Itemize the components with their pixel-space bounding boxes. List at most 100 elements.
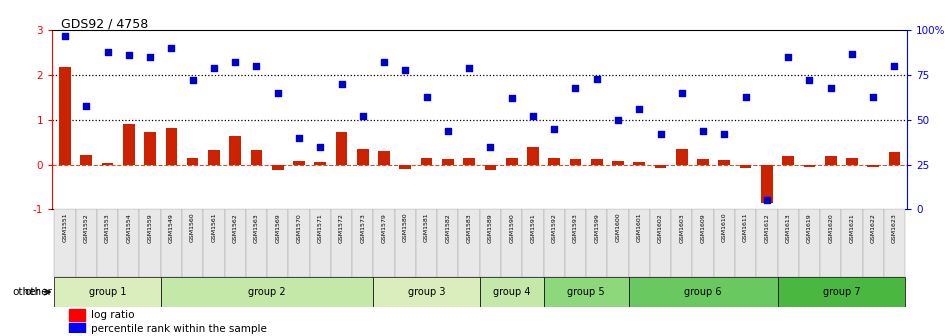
Point (845, 51, 860, 56)
Bar (629, 277, 777, 307)
Bar (352, 209, 373, 277)
Point (823, 85, 838, 90)
Point (781, 54, 796, 60)
Point (568, 85, 583, 90)
Bar (314, 162, 326, 165)
Text: GSM1579: GSM1579 (382, 213, 387, 243)
Text: group 3: group 3 (408, 287, 446, 297)
Text: GDS92 / 4758: GDS92 / 4758 (61, 17, 148, 30)
Text: other: other (12, 287, 41, 297)
Bar (867, 165, 879, 167)
Point (419, 94, 434, 99)
Bar (697, 159, 709, 165)
Bar (416, 209, 437, 277)
Point (759, 198, 774, 203)
Bar (484, 165, 496, 170)
Bar (543, 277, 629, 307)
Bar (140, 209, 161, 277)
Bar (310, 209, 331, 277)
Bar (54, 209, 76, 277)
Bar (527, 147, 539, 165)
Point (611, 117, 626, 123)
Bar (459, 209, 480, 277)
Bar (586, 209, 607, 277)
Text: other: other (25, 287, 52, 297)
Bar (607, 209, 629, 277)
Bar (373, 277, 480, 307)
Text: GSM1582: GSM1582 (446, 213, 450, 243)
Point (313, 144, 328, 150)
Bar (394, 209, 416, 277)
Bar (846, 158, 858, 165)
Text: GSM1619: GSM1619 (807, 213, 812, 243)
Bar (565, 209, 586, 277)
Point (249, 64, 264, 69)
Text: GSM1551: GSM1551 (63, 213, 67, 243)
Point (270, 90, 285, 96)
Bar (144, 132, 156, 165)
Text: GSM1559: GSM1559 (147, 213, 153, 243)
Text: GSM1583: GSM1583 (466, 213, 471, 243)
Text: GSM1589: GSM1589 (488, 213, 493, 243)
Bar (76, 209, 97, 277)
Text: GSM1572: GSM1572 (339, 213, 344, 243)
Point (716, 131, 732, 137)
Text: group 1: group 1 (88, 287, 126, 297)
Bar (203, 209, 224, 277)
Point (79, 103, 94, 108)
Point (57, 33, 72, 38)
Bar (464, 158, 475, 165)
Text: GSM1602: GSM1602 (658, 213, 663, 243)
Text: GSM1610: GSM1610 (722, 213, 727, 243)
Bar (735, 209, 756, 277)
Point (525, 114, 541, 119)
Bar (182, 209, 203, 277)
Bar (650, 209, 671, 277)
Text: log ratio: log ratio (90, 310, 134, 320)
Bar (842, 209, 863, 277)
Bar (629, 209, 650, 277)
Text: GSM1599: GSM1599 (595, 213, 599, 243)
Text: GSM1603: GSM1603 (679, 213, 684, 243)
Bar (272, 165, 283, 170)
Text: GSM1601: GSM1601 (636, 213, 642, 243)
Point (632, 107, 647, 112)
Bar (437, 209, 459, 277)
Text: GSM1570: GSM1570 (296, 213, 301, 243)
Text: group 5: group 5 (567, 287, 605, 297)
Text: GSM1553: GSM1553 (105, 213, 110, 243)
Text: GSM1580: GSM1580 (403, 213, 408, 243)
Bar (399, 165, 411, 169)
Text: GSM1549: GSM1549 (169, 213, 174, 243)
Bar (102, 163, 113, 165)
Text: GSM1620: GSM1620 (828, 213, 833, 243)
Bar (718, 160, 731, 165)
Text: GSM1592: GSM1592 (552, 213, 557, 243)
Bar (777, 209, 799, 277)
Point (185, 78, 200, 83)
Text: GSM1593: GSM1593 (573, 213, 578, 243)
Point (228, 60, 243, 65)
Bar (331, 209, 352, 277)
Point (462, 65, 477, 71)
Bar (591, 159, 602, 165)
Text: GSM1569: GSM1569 (276, 213, 280, 243)
Bar (612, 161, 624, 165)
Text: GSM1623: GSM1623 (892, 213, 897, 243)
Point (122, 53, 137, 58)
Point (440, 128, 455, 133)
Bar (246, 209, 267, 277)
Bar (161, 277, 373, 307)
Text: group 6: group 6 (684, 287, 722, 297)
Text: GSM1560: GSM1560 (190, 213, 195, 243)
Point (589, 76, 604, 81)
Bar (888, 152, 901, 165)
Text: GSM1613: GSM1613 (786, 213, 790, 243)
Point (887, 64, 902, 69)
Point (163, 45, 179, 51)
Point (292, 135, 307, 140)
Bar (655, 165, 666, 168)
Bar (761, 165, 772, 203)
Text: GSM1600: GSM1600 (616, 213, 620, 243)
Bar (884, 209, 905, 277)
